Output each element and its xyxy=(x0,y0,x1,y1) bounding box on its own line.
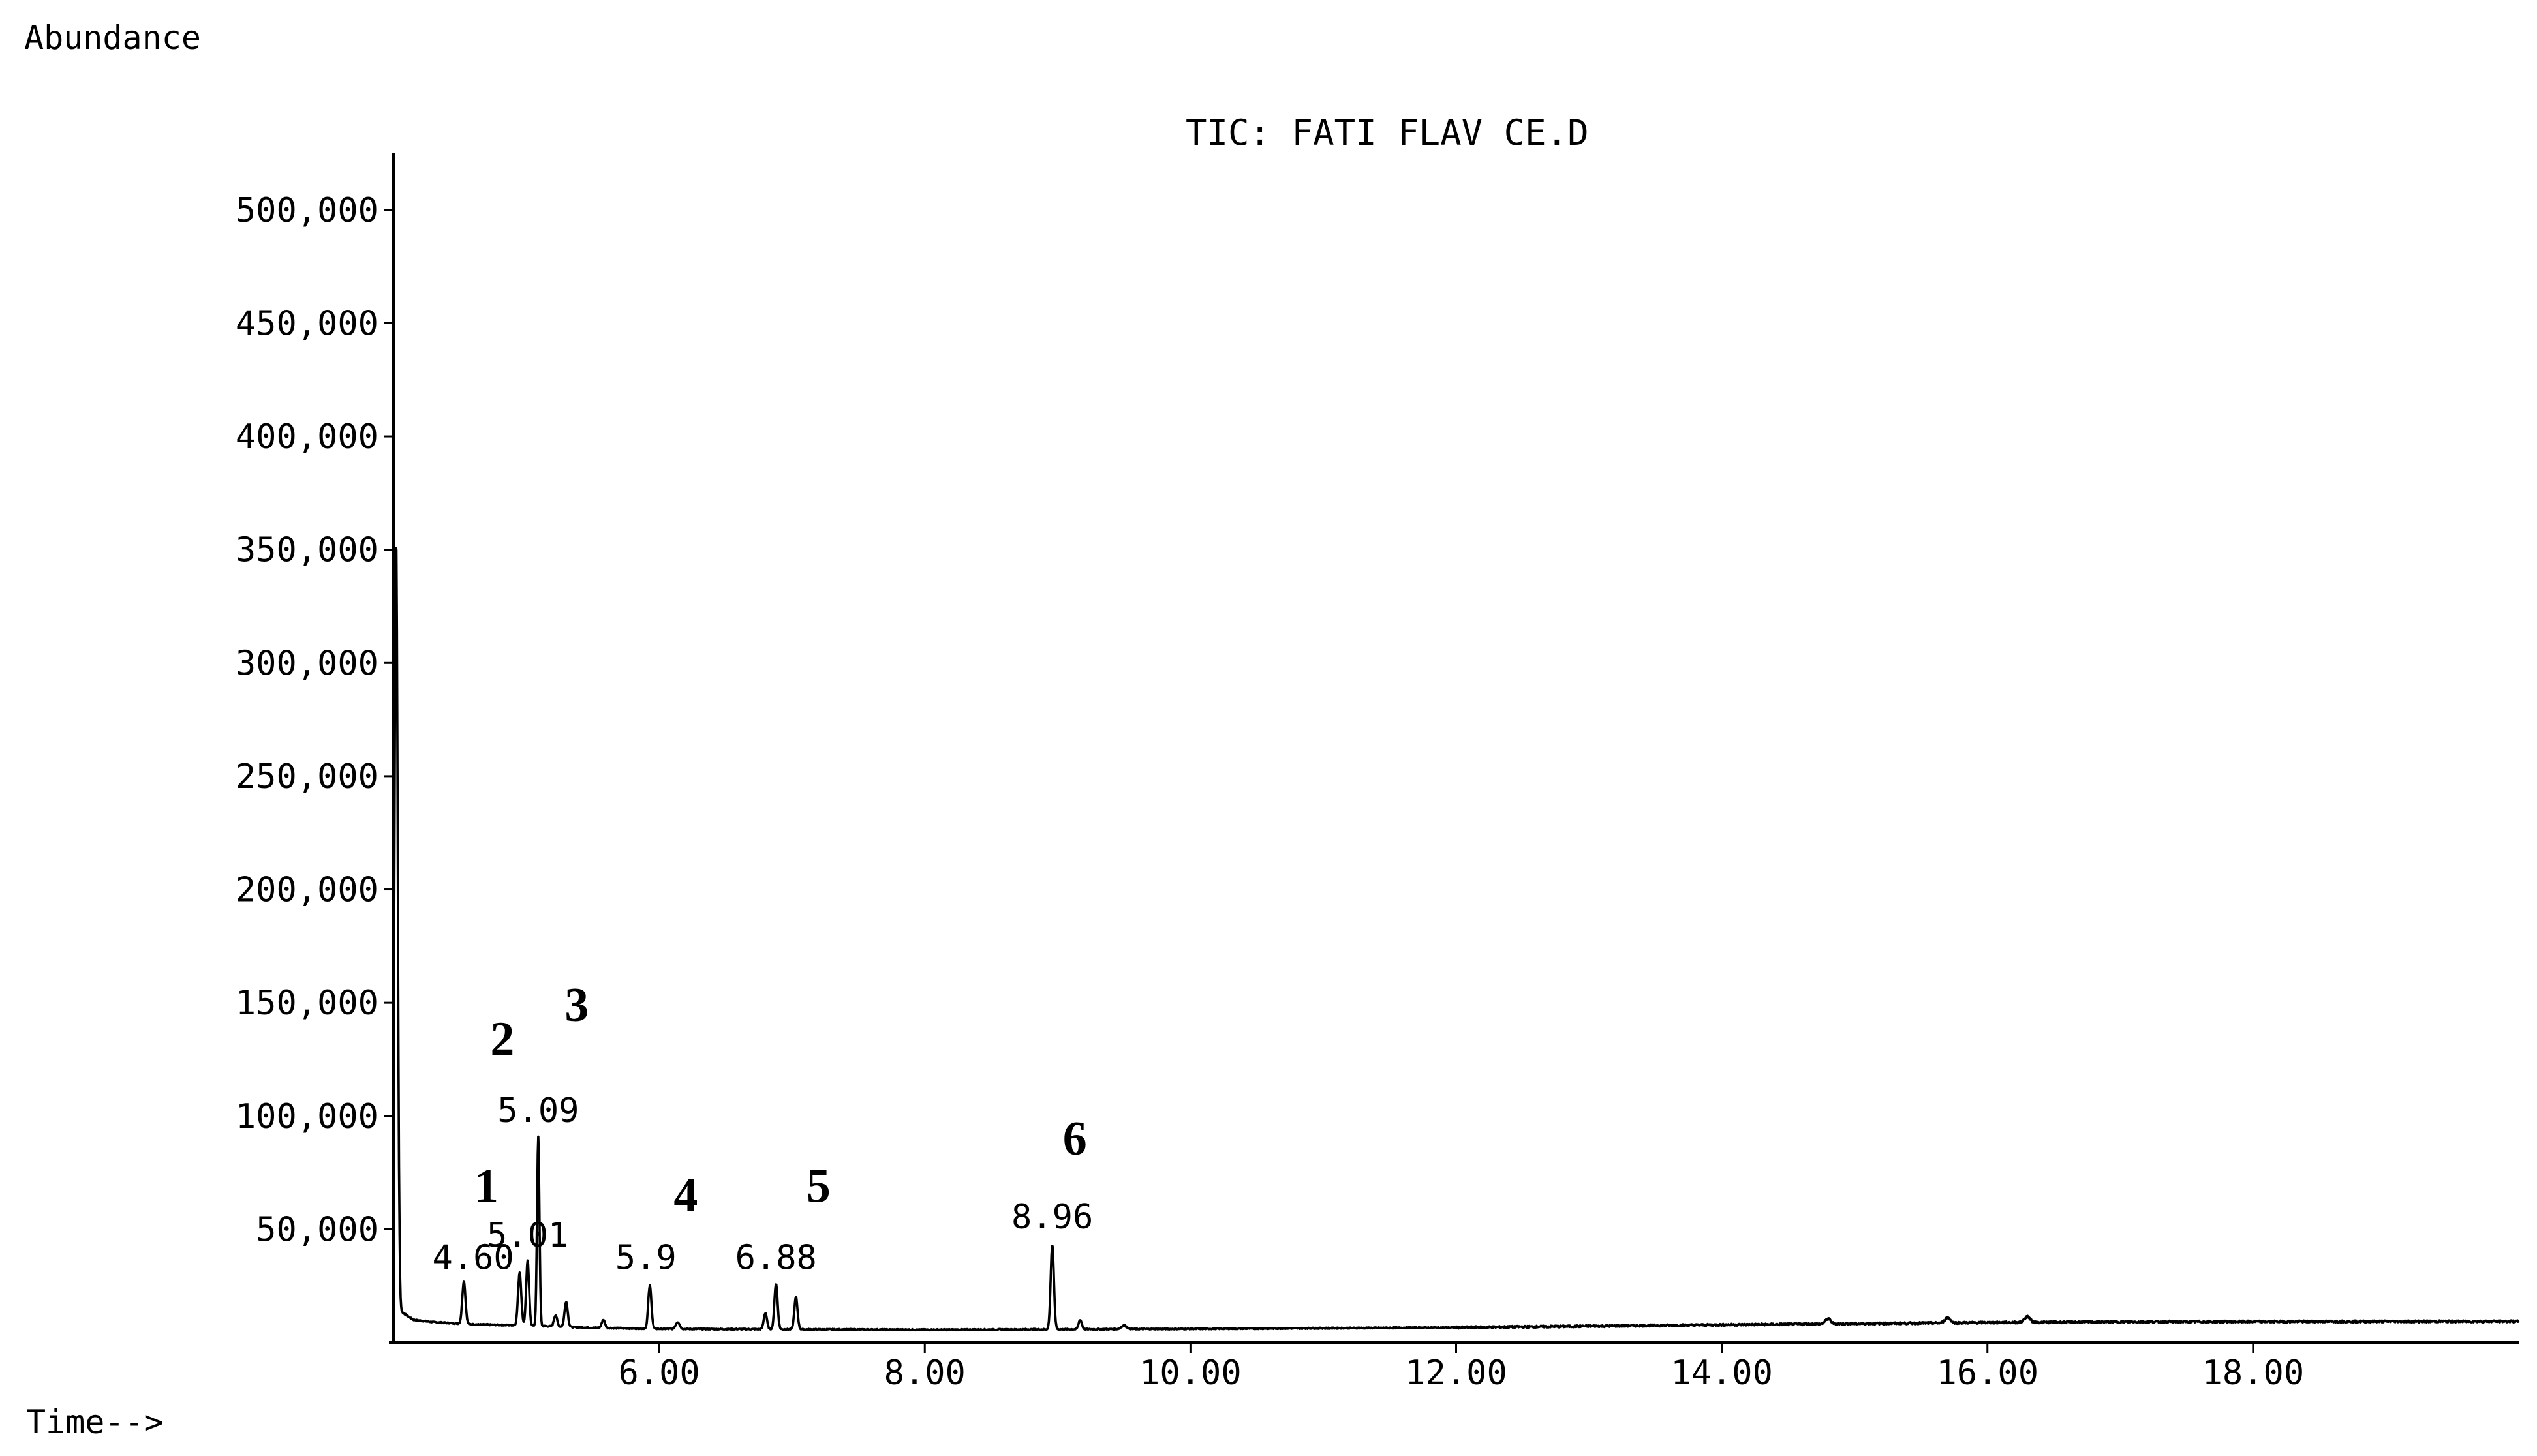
peak-number-label: 1 xyxy=(474,1160,499,1213)
y-tick-label: 500,000 xyxy=(236,191,378,230)
peak-time-label: 5.9 xyxy=(615,1239,677,1278)
x-tick-label: 12.00 xyxy=(1405,1354,1507,1393)
y-tick-label: 450,000 xyxy=(236,304,378,343)
x-axis-ticks: 6.00 8.00 10.00 12.00 14.00 16.00 18.00 xyxy=(619,1342,2305,1393)
peak-time-label: 6.88 xyxy=(735,1239,817,1278)
y-tick-label: 300,000 xyxy=(236,644,378,683)
peak-time-label: 8.96 xyxy=(1011,1198,1093,1237)
tic-series-line xyxy=(392,547,2520,1332)
x-tick-label: 16.00 xyxy=(1936,1354,2038,1393)
chart-title: TIC: FATI FLAV CE.D xyxy=(1186,112,1589,153)
y-tick-label: 50,000 xyxy=(256,1210,378,1249)
peak-time-label: 5.09 xyxy=(497,1091,579,1130)
x-tick-label: 10.00 xyxy=(1139,1354,1242,1393)
peak-number-label: 6 xyxy=(1063,1112,1087,1166)
peak-time-label: 5.01 xyxy=(487,1216,568,1255)
x-axis-title: Time--> xyxy=(26,1403,164,1441)
y-tick-label: 100,000 xyxy=(236,1097,378,1136)
y-axis-ticks: 50,000 100,000 150,000 200,000 250,000 300,00… xyxy=(236,191,393,1249)
y-tick-label: 350,000 xyxy=(236,531,378,570)
x-tick-label: 6.00 xyxy=(619,1354,700,1393)
x-tick-label: 8.00 xyxy=(884,1354,966,1393)
x-tick-label: 18.00 xyxy=(2202,1354,2305,1393)
y-tick-label: 400,000 xyxy=(236,417,378,457)
peak-number-label: 5 xyxy=(807,1160,831,1213)
y-tick-label: 200,000 xyxy=(236,871,378,910)
peak-time-label: 4.60 xyxy=(433,1239,514,1278)
y-tick-label: 250,000 xyxy=(236,757,378,796)
x-tick-label: 14.00 xyxy=(1670,1354,1773,1393)
peak-number-label: 4 xyxy=(673,1169,698,1222)
y-tick-label: 150,000 xyxy=(236,984,378,1023)
peak-number-label: 2 xyxy=(490,1012,514,1066)
y-axis-title: Abundance xyxy=(24,19,201,57)
peak-time-labels: 4.605.01 5.09 5.9 6.88 8.96 xyxy=(433,1091,1094,1278)
peak-number-label: 3 xyxy=(564,978,589,1032)
